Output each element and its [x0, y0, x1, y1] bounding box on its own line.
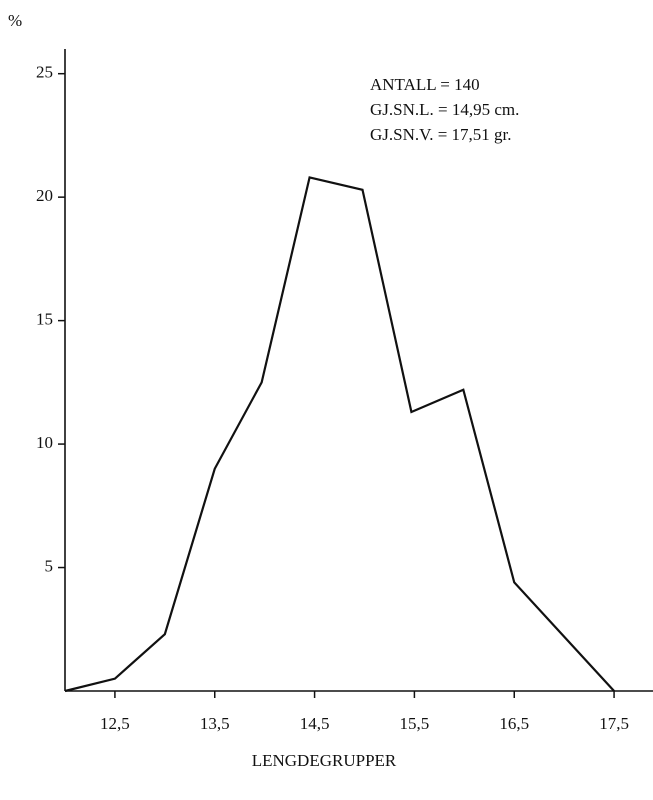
y-tick-label: 10 [36, 433, 53, 452]
x-tick-label: 13,5 [200, 714, 230, 733]
annotation: ANTALL = 140 [370, 75, 480, 94]
y-tick-label: 25 [36, 63, 53, 82]
y-tick-label: 15 [36, 310, 53, 329]
annotation: GJ.SN.V. = 17,51 gr. [370, 125, 512, 144]
x-tick-label: 12,5 [100, 714, 130, 733]
x-tick-label: 16,5 [499, 714, 529, 733]
data-line [64, 176, 615, 693]
x-tick-label: 17,5 [599, 714, 629, 733]
x-tick-label: 14,5 [300, 714, 330, 733]
y-tick-label: 5 [45, 556, 54, 575]
y-tick-label: 20 [36, 186, 53, 205]
y-axis-label: % [8, 11, 22, 30]
x-axis-label: LENGDEGRUPPER [252, 751, 397, 770]
annotation: GJ.SN.L. = 14,95 cm. [370, 100, 519, 119]
x-tick-label: 15,5 [400, 714, 430, 733]
